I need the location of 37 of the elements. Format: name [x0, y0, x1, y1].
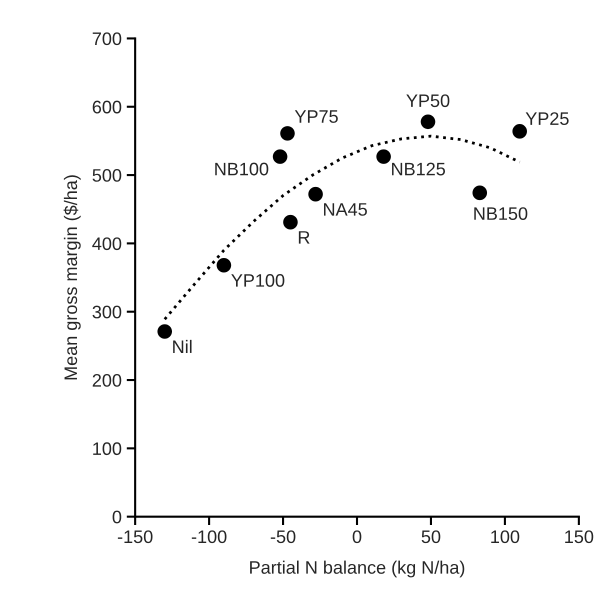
point [512, 124, 527, 139]
point [157, 324, 172, 339]
annotation: NA45 [324, 203, 367, 216]
y-tick-label: 100 [93, 442, 122, 456]
annotation: Nil [173, 340, 192, 353]
point [308, 186, 323, 202]
x-axis-title: Partial N balance (kg N/ha) [250, 560, 464, 578]
y-axis-title: Mean gross margin ($/ha) [64, 175, 81, 380]
x-tick-label: -150 [118, 530, 153, 544]
x-tick-label: 50 [422, 530, 440, 544]
point [420, 114, 436, 130]
point [472, 186, 488, 200]
y-tick-label: 700 [92, 32, 122, 46]
y-tick-label: 600 [92, 100, 122, 114]
point [280, 126, 295, 141]
x-tick-label: 150 [565, 530, 594, 544]
point [376, 149, 391, 164]
y-tick-label: 500 [92, 169, 122, 182]
point [283, 214, 298, 230]
annotation: NB125 [392, 162, 446, 176]
annotation: YP100 [231, 274, 284, 287]
y-tick-label: 200 [92, 374, 122, 387]
annotation: R [298, 231, 310, 244]
annotation: NB100 [215, 162, 268, 176]
annotation: YP75 [294, 110, 338, 123]
x-tick-label: 0 [352, 530, 362, 544]
annotation: YP50 [406, 94, 450, 108]
annotation: NB150 [474, 207, 528, 220]
y-tick-label: 300 [92, 306, 122, 318]
x-tick-label: 100 [491, 530, 520, 544]
x-tick-label: -100 [192, 530, 226, 544]
y-tick-label: 0 [112, 510, 122, 524]
point [272, 149, 288, 164]
y-tick-label: 400 [92, 237, 122, 250]
point [216, 258, 232, 273]
x-tick-label: -50 [270, 530, 296, 544]
annotation: YP25 [526, 112, 569, 125]
